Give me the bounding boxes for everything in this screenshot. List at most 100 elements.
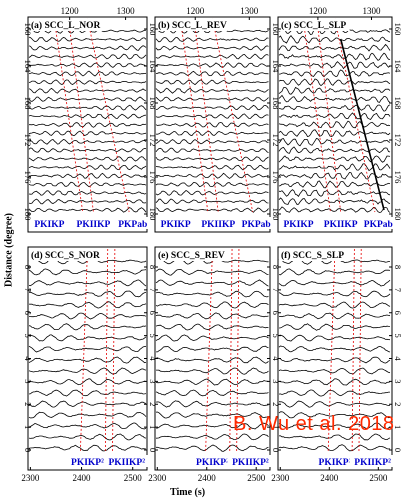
- trace: [278, 78, 391, 87]
- trace: [155, 62, 269, 68]
- trace: [155, 104, 269, 111]
- x-tick-label: 2300: [271, 473, 290, 483]
- trace: [28, 62, 147, 68]
- panel-label: (b) SCC_L_REV: [158, 20, 227, 31]
- y-tick-label: 168: [23, 97, 33, 110]
- x-tick-label: 2400: [73, 473, 92, 483]
- phase-label-bg: [239, 217, 273, 229]
- trace: [278, 26, 391, 36]
- phase-line: [327, 248, 336, 453]
- trace: [156, 422, 269, 430]
- traces: [155, 257, 269, 452]
- trace: [278, 69, 391, 78]
- phase-label-bg: [67, 455, 108, 467]
- y-tick-label: 6: [271, 311, 281, 315]
- trace: [28, 207, 147, 213]
- trace: [155, 433, 269, 441]
- y-tick-label: 4: [148, 356, 158, 361]
- trace: [28, 190, 147, 196]
- trace: [278, 345, 391, 353]
- trace: [156, 367, 269, 375]
- phase-label-bg: [73, 217, 114, 229]
- trace: [28, 378, 147, 386]
- x-tick-label: 1200: [186, 6, 205, 16]
- phase-label-bg: [198, 217, 239, 229]
- y-tick-label: 3: [148, 379, 158, 383]
- y-tick-label: 0: [23, 448, 33, 452]
- y-tick-label: 176: [23, 171, 33, 184]
- phase-label: PKIKP: [161, 220, 191, 230]
- trace: [278, 444, 391, 452]
- phase-label-bg: [116, 217, 150, 229]
- trace: [155, 87, 269, 94]
- phase-line: [351, 248, 355, 453]
- y-tick-label: 172: [393, 134, 402, 147]
- phase-lines: [205, 248, 240, 453]
- y-tick-label: 7: [393, 288, 402, 292]
- trace: [155, 130, 269, 136]
- traces: [28, 28, 147, 213]
- panel-label-bg: [279, 249, 350, 261]
- trace: [278, 112, 391, 121]
- y-tick-label: 4: [271, 356, 281, 361]
- y-tick-label: 2: [393, 402, 402, 406]
- trace: [28, 411, 147, 419]
- trace: [155, 147, 269, 153]
- trace: [278, 171, 391, 180]
- trace: [155, 139, 269, 145]
- panel-label-bg: [156, 249, 228, 261]
- trace: [28, 172, 147, 179]
- y-tick-label: 164: [148, 60, 158, 74]
- x-tick-label: 2300: [148, 473, 167, 483]
- trace: [155, 190, 269, 196]
- traces: [28, 257, 147, 452]
- x-tick-label: 1300: [362, 6, 381, 16]
- trace: [278, 367, 391, 375]
- y-tick-label: 7: [23, 288, 33, 292]
- trace: [278, 378, 391, 386]
- phase-label-bg: [159, 217, 193, 229]
- y-tick-label: 2: [148, 402, 158, 406]
- panel-label: (e) SCC_S_REV: [158, 250, 225, 261]
- phase-label-bg: [315, 455, 355, 467]
- trace: [278, 52, 391, 61]
- phase-line: [179, 18, 209, 213]
- trace: [156, 444, 269, 452]
- trace: [28, 334, 147, 342]
- trace: [278, 268, 391, 276]
- y-axis-label: Distance (degree): [2, 180, 16, 320]
- phase-lines: [79, 248, 116, 453]
- x-tick-label: 2500: [369, 473, 388, 483]
- panel-c: (c) SCC_L_SLP PKIKP PKIIKP PKPab: [277, 16, 395, 233]
- y-tick-label: 1: [148, 425, 158, 429]
- trace: [278, 197, 391, 205]
- trace: [28, 45, 147, 51]
- phase-line: [205, 248, 213, 453]
- y-tick-label: 5: [271, 334, 281, 338]
- trace: [28, 400, 147, 408]
- y-tick-label: 5: [393, 334, 402, 338]
- trace: [278, 356, 391, 364]
- trace: [28, 113, 147, 120]
- y-tick-label: 1: [271, 425, 281, 429]
- y-tick-label: 180: [393, 208, 402, 221]
- x-tick-label: 1200: [309, 6, 328, 16]
- trace: [28, 36, 147, 43]
- trace: [155, 96, 269, 102]
- y-tick-label: 172: [23, 134, 33, 147]
- y-tick-label: 8: [148, 265, 158, 269]
- panel-label: (d) SCC_S_NOR: [31, 250, 100, 261]
- y-tick-label: 3: [393, 379, 402, 383]
- trace: [28, 444, 147, 452]
- phase-line: [302, 18, 331, 213]
- panel-label: (f) SCC_S_SLP: [281, 250, 344, 261]
- phase-line: [316, 18, 342, 213]
- panel-label: (a) SCC_L_NOR: [31, 20, 101, 31]
- phase-line: [193, 18, 219, 213]
- y-tick-label: 164: [271, 60, 281, 74]
- trace: [278, 189, 391, 197]
- trace: [155, 182, 269, 188]
- y-tick-label: 8: [393, 265, 402, 269]
- trace: [29, 312, 147, 320]
